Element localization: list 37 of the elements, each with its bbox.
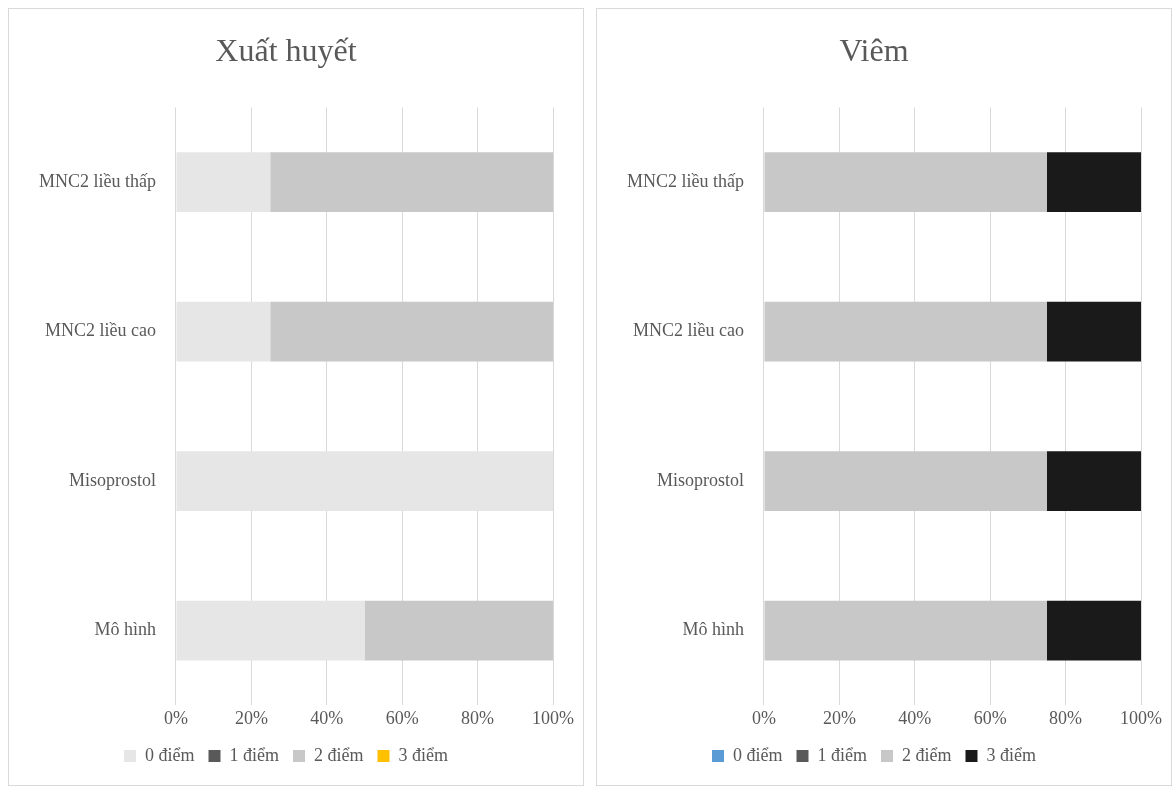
- y-tick-label: Misoprostol: [68, 469, 156, 490]
- legend-label: 2 điểm: [902, 744, 952, 765]
- bar: [176, 600, 365, 661]
- y-tick-label: MNC2 liều cao: [45, 320, 156, 341]
- y-tick-label: Mô hình: [682, 619, 744, 640]
- chart-title: Xuất huyết: [215, 31, 357, 68]
- x-tick-label: 0%: [163, 707, 188, 728]
- legend-label: 2 điểm: [314, 744, 364, 765]
- x-tick-label: 80%: [1049, 707, 1083, 728]
- y-tick-label: Misoprostol: [656, 469, 744, 490]
- bar: [176, 451, 553, 512]
- y-tick-label: MNC2 liều thấp: [38, 170, 156, 191]
- x-tick-label: 60%: [973, 707, 1007, 728]
- legend-label: 1 điểm: [229, 744, 280, 765]
- y-tick-label: Mô hình: [94, 619, 156, 640]
- legend-label: 1 điểm: [817, 744, 868, 765]
- x-tick-label: 100%: [1120, 707, 1162, 728]
- bar: [176, 152, 271, 213]
- x-tick-label: 80%: [461, 707, 495, 728]
- x-tick-label: 40%: [898, 707, 932, 728]
- legend-label: 3 điểm: [986, 744, 1036, 765]
- legend-label: 3 điểm: [398, 744, 448, 765]
- bar: [176, 301, 271, 362]
- bar: [364, 600, 553, 661]
- chart-title: Viêm: [839, 31, 909, 68]
- legend-label: 0 điểm: [145, 744, 195, 765]
- x-tick-label: 60%: [385, 707, 419, 728]
- y-tick-label: MNC2 liều thấp: [626, 170, 744, 191]
- bar: [270, 152, 553, 213]
- y-tick-label: MNC2 liều cao: [633, 320, 744, 341]
- x-tick-label: 100%: [532, 707, 574, 728]
- x-tick-label: 20%: [234, 707, 268, 728]
- bar: [270, 301, 553, 362]
- legend-label: 0 điểm: [733, 744, 783, 765]
- x-tick-label: 40%: [310, 707, 344, 728]
- x-tick-label: 20%: [822, 707, 856, 728]
- x-tick-label: 0%: [751, 707, 776, 728]
